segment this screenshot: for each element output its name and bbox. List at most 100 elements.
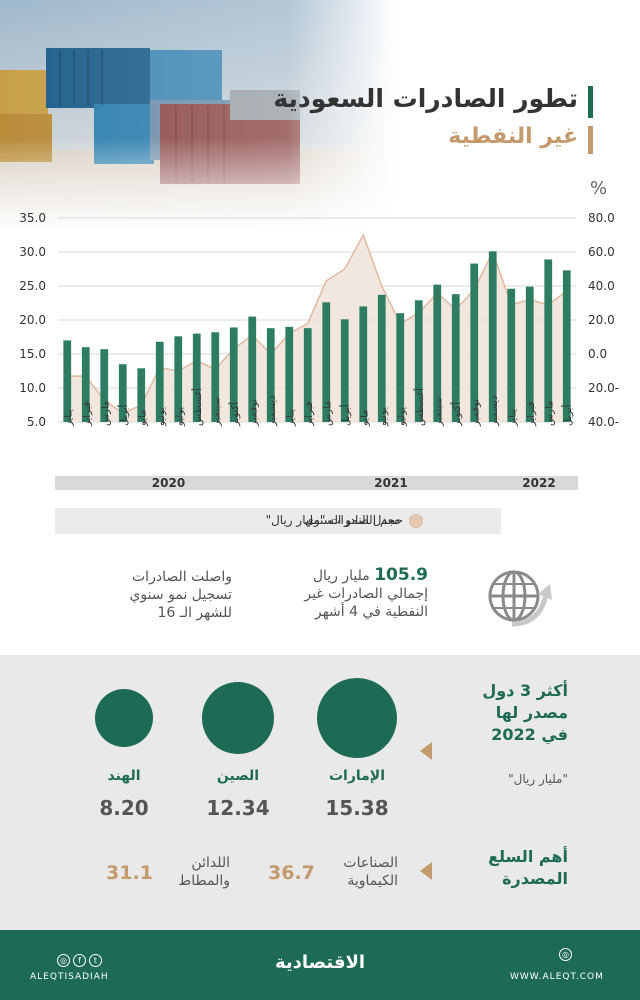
month-label: مارس	[100, 401, 111, 426]
growth-area	[67, 235, 567, 422]
left-axis-tick: 15.0	[19, 347, 46, 361]
country-circle	[317, 678, 397, 758]
month-label: مارس	[544, 401, 555, 426]
export-bar	[211, 332, 220, 422]
top-countries-heading: أكثر 3 دول مصدر لها في 2022	[440, 680, 568, 746]
month-label: يوليو	[396, 407, 407, 427]
page-title: تطور الصادرات السعودية	[273, 84, 578, 113]
goods-item-chemicals-label-1: الصناعات	[343, 855, 398, 871]
month-label: فبراير	[82, 401, 93, 427]
social-handle[interactable]: ALEQTISADIAH	[30, 972, 109, 982]
export-bar	[63, 340, 72, 422]
goods-item-plastics-label-2: والمطاط	[178, 873, 230, 889]
legend-line-swatch	[409, 514, 423, 528]
export-bar	[544, 259, 553, 422]
year-band	[55, 476, 282, 490]
month-label: مايو	[137, 410, 148, 427]
export-bar	[525, 286, 534, 422]
brand-logo: الاقتصادية	[274, 952, 366, 973]
twitter-icon[interactable]: t	[89, 954, 102, 967]
goods-item-chemicals-value: 36.7	[268, 862, 315, 884]
export-bar	[433, 284, 442, 422]
month-label: أبريل	[339, 404, 352, 426]
export-bar	[100, 349, 109, 422]
growth-line-3: للشهر الـ 16	[157, 605, 232, 621]
export-bar	[414, 300, 423, 422]
top-countries-heading-3: في 2022	[491, 725, 568, 744]
goods-item-plastics-label: اللدائن والمطاط	[160, 854, 230, 890]
growth-line-2: تسجيل نمو سنوي	[129, 587, 232, 603]
web-icon: ◎	[559, 948, 572, 961]
right-axis-tick: 20.0-	[588, 381, 619, 395]
containers-illustration	[0, 0, 640, 230]
footer: ◎ f t ALEQTISADIAH الاقتصادية ◎ WWW.ALEQT.…	[0, 930, 640, 1000]
right-axis-tick: 0.0	[588, 347, 607, 361]
export-bar	[488, 251, 497, 422]
header-image	[0, 0, 640, 230]
goods-item-chemicals-label: الصناعات الكيماوية	[318, 854, 398, 890]
chart-legend: حجم الصادرات "مليار ريال"	[55, 508, 501, 534]
total-desc-1: إجمالي الصادرات غير	[304, 586, 428, 602]
month-label: أكتوبر	[228, 402, 241, 427]
country-name-india: الهند	[107, 768, 141, 784]
total-desc-2: النفطية في 4 أشهر	[314, 604, 428, 620]
top-countries-unit: "مليار ريال"	[508, 772, 568, 786]
goods-item-plastics-value: 31.1	[106, 862, 153, 884]
month-label: نوفمبر	[470, 399, 481, 427]
instagram-icon[interactable]: ◎	[57, 954, 70, 967]
facebook-icon[interactable]: f	[73, 954, 86, 967]
month-label: أكتوبر	[450, 402, 463, 427]
export-bar	[507, 288, 516, 422]
export-bar	[340, 319, 349, 422]
month-label: فبراير	[304, 401, 315, 427]
right-axis-tick: 80.0	[588, 211, 615, 225]
export-bar	[451, 294, 460, 422]
total-exports-summary: 105.9 مليار ريال إجمالي الصادرات غير الن…	[248, 566, 428, 621]
country-circle	[94, 688, 154, 748]
left-axis-tick: 25.0	[19, 279, 46, 293]
goods-heading-1: أهم السلع	[488, 847, 568, 866]
country-value-india: 8.20	[99, 796, 149, 820]
export-bar	[377, 294, 386, 422]
export-bar	[192, 333, 201, 422]
year-band	[278, 476, 504, 490]
month-label: يناير	[507, 409, 518, 427]
month-label: يوليو	[174, 407, 185, 427]
right-axis-tick: 20.0	[588, 313, 615, 327]
exports-chart: 35.0 30.0 25.0 20.0 15.0 10.0 5.0 80.0 60.0 40.0…	[19, 211, 619, 490]
left-axis-tick: 35.0	[19, 211, 46, 225]
left-axis-tick: 30.0	[19, 245, 46, 259]
country-name-china: الصين	[216, 768, 260, 784]
social-icons: ◎ f t	[54, 948, 102, 967]
goods-heading: أهم السلع المصدرة	[448, 846, 568, 890]
year-label: 2020	[152, 476, 185, 490]
month-label: سبتمبر	[211, 397, 222, 427]
right-axis-tick: 60.0	[588, 245, 615, 259]
month-label: يونيو	[156, 407, 167, 427]
month-label: أغسطس	[413, 388, 426, 426]
year-label: 2022	[522, 476, 555, 490]
month-label: ديسمبر	[267, 396, 278, 427]
export-bar	[285, 326, 294, 422]
month-label: مارس	[322, 401, 333, 426]
website-link[interactable]: WWW.ALEQT.COM	[510, 972, 604, 982]
left-axis-tick: 5.0	[27, 415, 46, 429]
growth-summary: واصلت الصادرات تسجيل نمو سنوي للشهر الـ …	[92, 568, 232, 622]
country-value-china: 12.34	[206, 796, 270, 820]
month-label: فبراير	[526, 401, 537, 427]
month-label: يناير	[63, 409, 74, 427]
export-bar	[248, 316, 257, 422]
country-name-uae: الإمارات	[328, 768, 386, 784]
export-bar	[396, 313, 405, 422]
subtitle-accent-bar	[588, 126, 593, 154]
month-label: يناير	[285, 409, 296, 427]
goods-heading-2: المصدرة	[502, 869, 568, 888]
country-circle	[202, 682, 274, 754]
export-bar	[155, 341, 164, 422]
top-countries-heading-2: مصدر لها	[495, 703, 568, 722]
export-bar	[266, 328, 275, 422]
total-value: 105.9	[374, 565, 428, 585]
month-label: سبتمبر	[433, 397, 444, 427]
growth-line-1: واصلت الصادرات	[132, 569, 232, 585]
page-subtitle: غير النفطية	[448, 124, 578, 149]
